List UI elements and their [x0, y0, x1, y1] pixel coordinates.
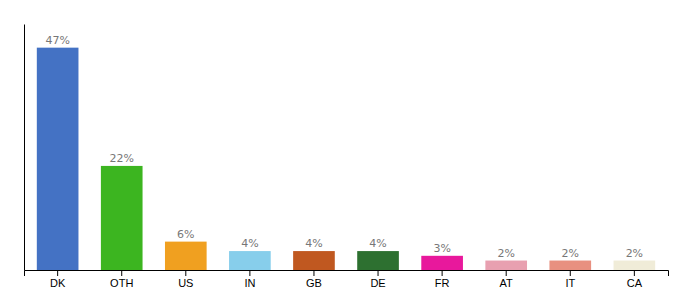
data-label: 2% — [626, 247, 643, 260]
x-tick-label: US — [178, 277, 193, 289]
bar — [485, 261, 527, 270]
x-tick-mark — [634, 270, 635, 276]
x-tick-mark — [249, 270, 250, 276]
x-tick: IT — [565, 270, 575, 289]
data-label: 4% — [241, 237, 258, 250]
x-tick-mark — [185, 270, 186, 276]
x-axis-line — [25, 271, 669, 277]
chart: 47% 22% 6% 4% 4% 4% 3% 2% 2% 2% DK OTH US IN GB DE FR AT I… — [0, 0, 680, 300]
chart-container: 47% 22% 6% 4% 4% 4% 3% 2% 2% 2% DK OTH US IN GB DE FR AT I… — [0, 0, 680, 300]
x-tick-label: GB — [306, 277, 322, 289]
data-labels: 47% 22% 6% 4% 4% 4% 3% 2% 2% 2% — [45, 34, 643, 260]
x-tick: IN — [244, 270, 255, 289]
data-label: 22% — [109, 152, 133, 165]
x-tick: DE — [370, 270, 385, 289]
x-tick: FR — [435, 270, 450, 289]
x-tick-label: DE — [370, 277, 385, 289]
x-tick-label: IT — [565, 277, 575, 289]
x-tick-label: IN — [244, 277, 255, 289]
bar — [614, 261, 656, 270]
x-tick-mark — [313, 270, 314, 276]
x-tick-label: CA — [627, 277, 643, 289]
x-tick-mark — [378, 270, 379, 276]
data-label: 3% — [433, 242, 450, 255]
y-axis-line — [24, 25, 25, 271]
x-tick: DK — [50, 270, 66, 289]
x-tick: OTH — [110, 270, 133, 289]
x-tick: GB — [306, 270, 322, 289]
x-tick-label: OTH — [110, 277, 133, 289]
y-axis — [24, 25, 25, 271]
bar — [101, 166, 143, 270]
x-tick: AT — [500, 270, 514, 289]
bar — [37, 48, 79, 270]
bars — [37, 48, 655, 270]
x-tick-mark — [506, 270, 507, 276]
data-label: 47% — [45, 34, 69, 47]
bar — [549, 261, 591, 270]
bar — [165, 242, 207, 270]
x-tick-label: DK — [50, 277, 66, 289]
bar — [357, 251, 399, 270]
x-tick-mark — [570, 270, 571, 276]
data-label: 2% — [497, 247, 514, 260]
x-tick-label: AT — [500, 277, 514, 289]
x-tick: US — [178, 270, 193, 289]
x-axis: DK OTH US IN GB DE FR AT IT CA — [25, 270, 669, 289]
x-tick-mark — [442, 270, 443, 276]
data-label: 6% — [177, 228, 194, 241]
x-tick-label: FR — [435, 277, 450, 289]
data-label: 4% — [305, 237, 322, 250]
bar — [293, 251, 335, 270]
data-label: 2% — [562, 247, 579, 260]
x-tick-mark — [57, 270, 58, 276]
x-tick: CA — [627, 270, 643, 289]
data-label: 4% — [369, 237, 386, 250]
x-tick-mark — [121, 270, 122, 276]
bar — [421, 256, 463, 270]
bar — [229, 251, 271, 270]
